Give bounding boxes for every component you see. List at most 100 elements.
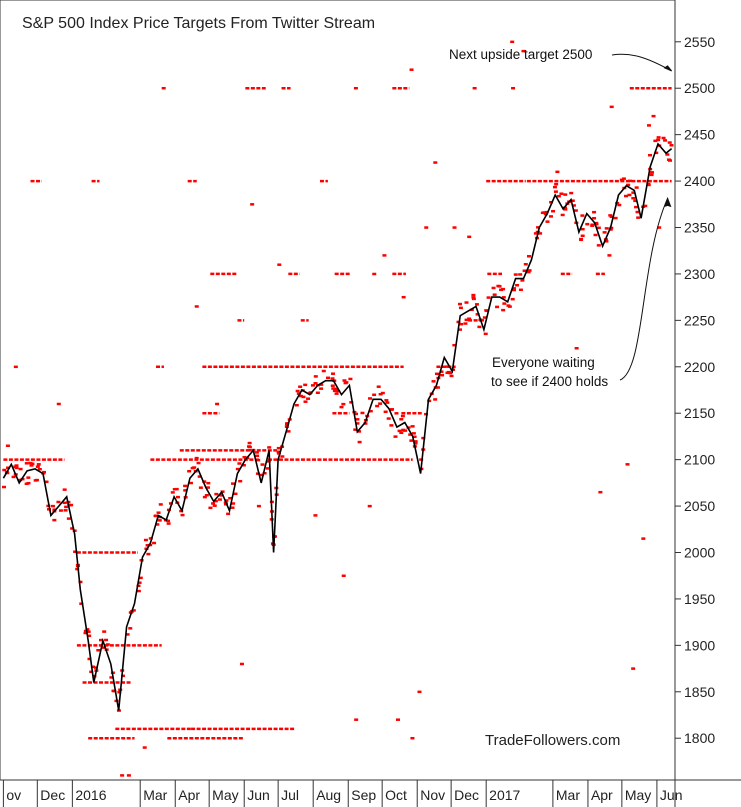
target-point bbox=[14, 466, 19, 470]
target-point bbox=[2, 468, 7, 472]
target-point bbox=[543, 212, 548, 216]
target-point bbox=[380, 391, 385, 395]
target-point bbox=[313, 514, 318, 517]
target-point bbox=[348, 377, 353, 381]
target-point bbox=[239, 662, 244, 666]
target-point bbox=[580, 214, 585, 217]
target-point bbox=[548, 215, 553, 218]
target-point bbox=[435, 386, 440, 389]
y-tick-label: 2500 bbox=[684, 80, 715, 96]
target-point bbox=[277, 263, 282, 266]
target-point bbox=[188, 481, 193, 485]
target-point bbox=[256, 504, 261, 508]
target-point bbox=[339, 405, 344, 409]
target-point bbox=[336, 389, 341, 393]
target-point bbox=[502, 302, 507, 305]
target-point bbox=[168, 502, 173, 505]
target-point bbox=[214, 492, 219, 496]
target-point bbox=[433, 161, 438, 164]
target-point bbox=[120, 774, 125, 777]
target-point bbox=[458, 302, 463, 306]
target-point bbox=[238, 479, 243, 483]
target-point bbox=[413, 442, 418, 445]
target-point bbox=[551, 209, 556, 213]
target-point bbox=[634, 186, 639, 189]
target-point bbox=[111, 689, 116, 693]
target-marks bbox=[3, 40, 672, 777]
target-point bbox=[313, 382, 318, 385]
target-point bbox=[26, 481, 31, 485]
target-point bbox=[197, 475, 202, 478]
target-point bbox=[536, 226, 541, 229]
target-point bbox=[594, 221, 599, 225]
target-point bbox=[397, 429, 402, 433]
target-point bbox=[459, 322, 464, 326]
target-point bbox=[105, 643, 110, 646]
target-point bbox=[617, 203, 622, 207]
target-point bbox=[202, 495, 207, 499]
x-tick-label: Sep bbox=[351, 787, 376, 803]
target-point bbox=[194, 456, 199, 460]
target-point bbox=[190, 466, 195, 470]
target-point bbox=[378, 402, 383, 405]
target-point bbox=[560, 213, 565, 217]
y-tick-label: 2150 bbox=[684, 405, 715, 421]
target-point bbox=[341, 574, 346, 578]
target-point bbox=[475, 313, 480, 316]
target-point bbox=[457, 328, 462, 331]
x-tick-label: Nov bbox=[420, 787, 445, 803]
x-tick-label: Apr bbox=[591, 787, 613, 803]
target-point bbox=[83, 629, 88, 633]
target-point bbox=[376, 385, 381, 388]
target-point bbox=[456, 320, 461, 324]
target-point bbox=[183, 489, 188, 492]
target-point bbox=[217, 498, 222, 501]
target-point bbox=[137, 581, 142, 584]
price-line bbox=[2, 142, 673, 711]
target-point bbox=[344, 381, 349, 384]
target-point bbox=[276, 446, 281, 450]
target-point bbox=[464, 318, 469, 322]
target-point bbox=[357, 440, 362, 444]
x-tick-label: Jun bbox=[660, 787, 683, 803]
x-tick-label: May bbox=[212, 787, 238, 803]
target-point bbox=[433, 398, 438, 401]
y-tick-label: 2250 bbox=[684, 312, 715, 328]
target-point bbox=[166, 519, 171, 523]
target-point bbox=[445, 371, 450, 375]
target-point bbox=[545, 220, 550, 223]
target-point bbox=[126, 774, 131, 777]
target-point bbox=[463, 322, 468, 325]
target-point bbox=[102, 630, 107, 633]
target-point bbox=[409, 439, 414, 442]
target-point bbox=[326, 376, 331, 380]
target-point bbox=[267, 446, 272, 449]
target-point bbox=[62, 488, 67, 491]
target-point bbox=[11, 475, 16, 479]
target-point bbox=[242, 455, 247, 459]
target-point bbox=[417, 690, 422, 694]
target-point bbox=[179, 509, 184, 513]
target-point bbox=[363, 422, 368, 425]
target-point bbox=[219, 494, 224, 497]
target-point bbox=[440, 373, 445, 377]
target-point bbox=[641, 537, 646, 540]
target-point bbox=[449, 374, 454, 378]
target-point bbox=[2, 485, 7, 489]
target-point bbox=[602, 231, 607, 234]
target-point bbox=[483, 332, 488, 336]
target-point bbox=[36, 463, 41, 466]
target-point bbox=[471, 297, 476, 301]
target-point bbox=[349, 401, 354, 404]
target-point bbox=[66, 517, 71, 520]
target-point bbox=[495, 305, 500, 309]
target-point bbox=[653, 139, 658, 143]
target-point bbox=[559, 192, 564, 195]
target-point bbox=[400, 414, 405, 418]
target-point bbox=[247, 445, 252, 449]
target-point bbox=[334, 387, 339, 391]
target-point bbox=[485, 309, 490, 313]
target-point bbox=[464, 301, 469, 304]
target-point bbox=[157, 519, 162, 522]
target-point bbox=[634, 205, 639, 209]
